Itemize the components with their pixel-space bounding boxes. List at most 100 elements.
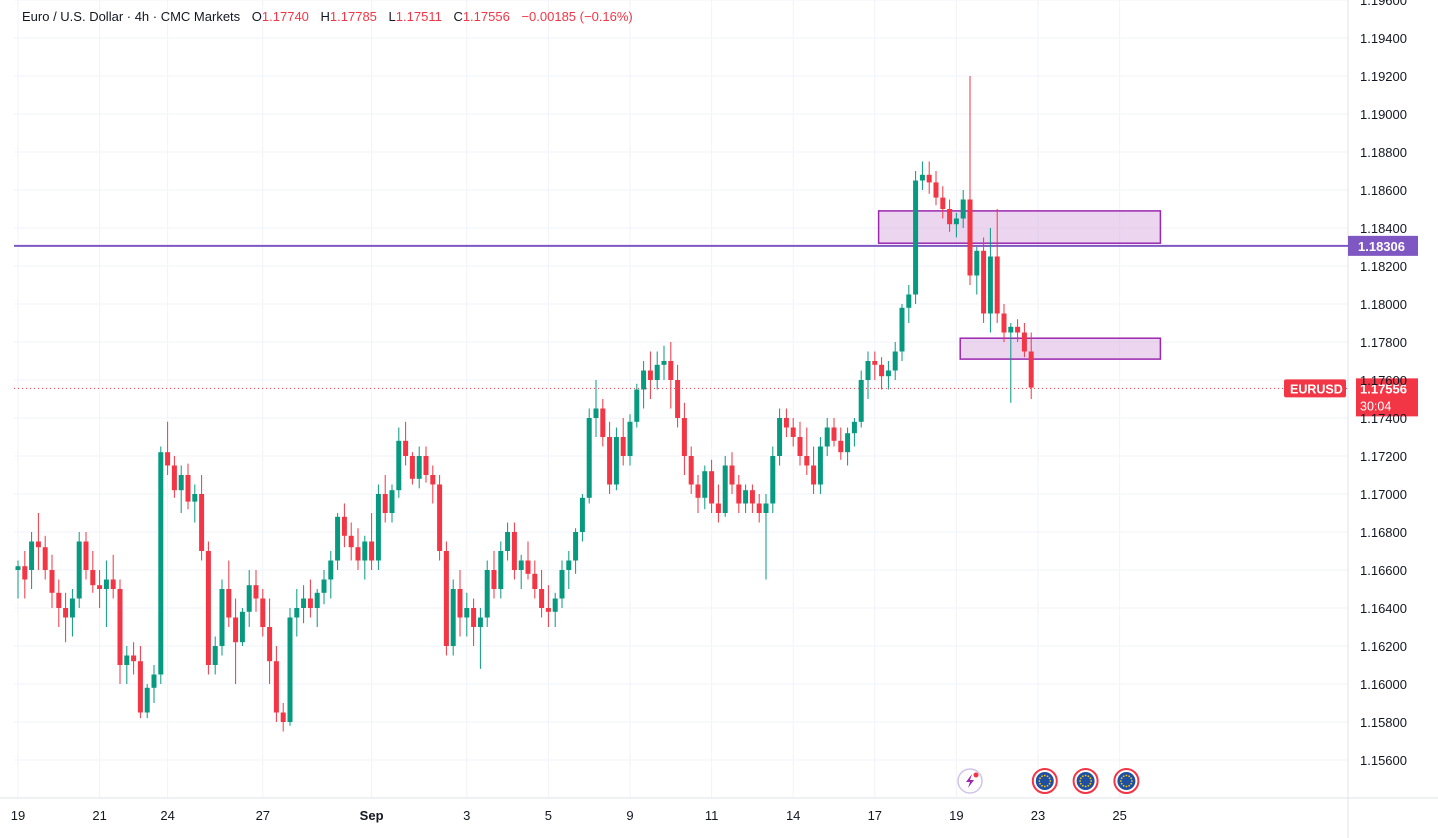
candle-body xyxy=(416,456,422,479)
candle-body xyxy=(743,490,749,504)
candle-body xyxy=(545,608,551,612)
flag-icon-star xyxy=(1049,780,1052,782)
candle-body xyxy=(824,427,830,447)
symbol-tag xyxy=(1284,379,1346,398)
price-tick-label: 1.19400 xyxy=(1360,31,1407,46)
price-tick-label: 1.15600 xyxy=(1360,753,1407,768)
candle-body xyxy=(103,579,109,589)
candle-body xyxy=(879,364,885,377)
candle-body xyxy=(763,503,769,513)
flag-icon-star xyxy=(1079,782,1082,785)
candle-body xyxy=(906,294,912,308)
time-tick-label: 9 xyxy=(626,808,633,823)
flag-icon-star xyxy=(1079,780,1081,782)
flag-icon-star xyxy=(1039,782,1041,785)
candle-body xyxy=(817,446,823,485)
symbol-tag-label: EURUSD xyxy=(1290,382,1343,396)
candle-body xyxy=(450,589,456,646)
candle-body xyxy=(960,199,966,219)
flag-icon-star xyxy=(1125,774,1128,777)
horizontal-line-price-label: 1.18306 xyxy=(1358,239,1405,254)
flag-icon-star xyxy=(1048,777,1051,780)
price-tick-label: 1.18400 xyxy=(1360,221,1407,236)
candle-body xyxy=(838,440,844,453)
candle-body xyxy=(403,440,409,456)
price-tick-label: 1.18800 xyxy=(1360,145,1407,160)
candle-body xyxy=(15,566,21,570)
flag-icon-star xyxy=(1128,775,1131,778)
candle-body xyxy=(675,380,681,418)
time-tick-label: 23 xyxy=(1031,808,1045,823)
flash-event-icon[interactable] xyxy=(957,768,983,794)
time-scale[interactable]: 19 21 24 27 Sep 3 5 9 11 14 17 19 23 25 xyxy=(11,808,1127,823)
candle-body xyxy=(314,592,320,608)
candle-body xyxy=(613,437,619,485)
candle-body xyxy=(375,494,381,561)
candle-body xyxy=(233,617,239,643)
candle-body xyxy=(348,535,354,548)
candle-body xyxy=(341,516,347,536)
flag-icon-star xyxy=(1039,777,1041,780)
price-tick-label: 1.17800 xyxy=(1360,335,1407,350)
candle-body xyxy=(29,541,35,570)
flag-icon-star xyxy=(1043,785,1046,788)
candle-body xyxy=(389,490,395,513)
flag-icon-star xyxy=(1081,784,1084,787)
flash-icon-bolt xyxy=(966,774,974,788)
candle-body xyxy=(579,497,585,532)
candle-body xyxy=(144,687,150,713)
candle-body xyxy=(933,182,939,198)
eu-flag-event-icon[interactable] xyxy=(1072,768,1099,794)
candle-body xyxy=(994,256,1000,314)
candle-body xyxy=(858,380,864,422)
time-tick-label: 24 xyxy=(160,808,174,823)
candle-body xyxy=(362,541,368,561)
candle-body xyxy=(328,560,334,580)
candle-body xyxy=(783,418,789,428)
candle-body xyxy=(178,475,184,491)
candle-body xyxy=(287,617,293,722)
flash-icon-dot xyxy=(973,772,979,778)
candle-body xyxy=(498,551,504,589)
candle-body xyxy=(770,456,776,504)
flag-icon-star xyxy=(1089,782,1092,785)
candle-body xyxy=(505,532,511,551)
candle-body xyxy=(593,408,599,418)
candle-body xyxy=(974,250,980,276)
supply-demand-zone xyxy=(877,210,1162,244)
candle-body xyxy=(532,573,538,589)
symbol-title[interactable]: Euro / U.S. Dollar · 4h · CMC Markets xyxy=(22,9,241,24)
candle-body xyxy=(56,592,62,608)
price-tick-label: 1.16000 xyxy=(1360,677,1407,692)
flag-icon-disc xyxy=(1076,772,1095,790)
candle-body xyxy=(953,218,959,225)
eu-flag-event-icon[interactable] xyxy=(1113,768,1140,794)
time-tick-label: 25 xyxy=(1112,808,1126,823)
price-tick-label: 1.17000 xyxy=(1360,487,1407,502)
candle-body xyxy=(443,551,449,646)
flag-icon-star xyxy=(1041,775,1043,778)
candle-body xyxy=(681,418,687,456)
candle-body xyxy=(280,712,286,722)
candle-body xyxy=(491,570,497,589)
open-value: 1.17740 xyxy=(261,9,309,24)
price-scale[interactable]: 1.19600 1.19400 1.19200 1.19000 1.18800 1.186… xyxy=(1360,0,1407,768)
candle-body xyxy=(1001,313,1007,333)
candle-body xyxy=(573,532,579,561)
events-layer[interactable] xyxy=(957,768,1140,794)
candle-body xyxy=(559,570,565,599)
flag-icon-star xyxy=(1130,782,1133,785)
candle-body xyxy=(267,627,273,662)
candle-body xyxy=(668,361,674,380)
candle-body xyxy=(409,456,415,479)
price-tick-label: 1.16600 xyxy=(1360,563,1407,578)
flag-icon-star xyxy=(1128,784,1131,787)
price-tick-label: 1.16400 xyxy=(1360,601,1407,616)
candle-body xyxy=(736,484,742,504)
price-tick-label: 1.16800 xyxy=(1360,525,1407,540)
eu-flag-event-icon[interactable] xyxy=(1031,768,1058,794)
candle-body xyxy=(1028,351,1034,388)
time-tick-label: 21 xyxy=(92,808,106,823)
candle-body xyxy=(63,608,69,618)
